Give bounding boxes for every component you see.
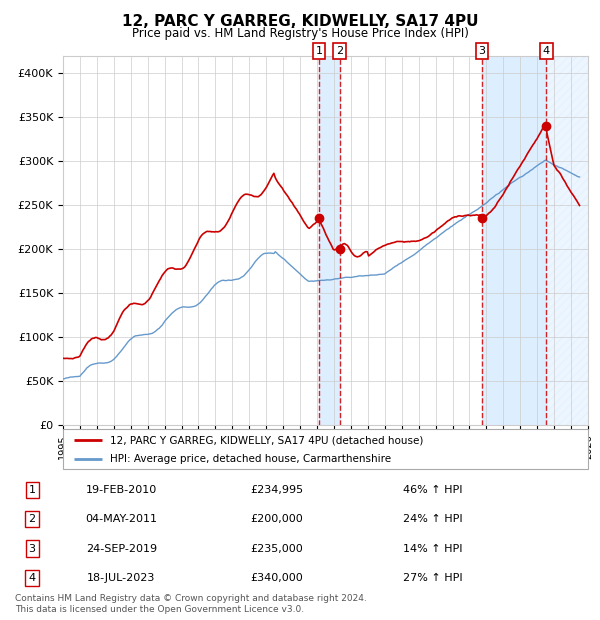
Text: 1: 1 [29, 485, 35, 495]
Text: 46% ↑ HPI: 46% ↑ HPI [403, 485, 462, 495]
Text: Contains HM Land Registry data © Crown copyright and database right 2024.: Contains HM Land Registry data © Crown c… [15, 593, 367, 603]
Text: HPI: Average price, detached house, Carmarthenshire: HPI: Average price, detached house, Carm… [110, 454, 391, 464]
Text: 12, PARC Y GARREG, KIDWELLY, SA17 4PU: 12, PARC Y GARREG, KIDWELLY, SA17 4PU [122, 14, 478, 29]
Text: £235,000: £235,000 [251, 544, 304, 554]
Text: 12, PARC Y GARREG, KIDWELLY, SA17 4PU (detached house): 12, PARC Y GARREG, KIDWELLY, SA17 4PU (d… [110, 435, 424, 445]
Text: This data is licensed under the Open Government Licence v3.0.: This data is licensed under the Open Gov… [15, 604, 304, 614]
Bar [319, 56, 340, 425]
Text: £340,000: £340,000 [251, 573, 304, 583]
Text: 2: 2 [29, 514, 36, 524]
Text: 24-SEP-2019: 24-SEP-2019 [86, 544, 157, 554]
Bar [547, 56, 588, 425]
Text: 3: 3 [29, 544, 35, 554]
Text: 18-JUL-2023: 18-JUL-2023 [87, 573, 155, 583]
Text: 27% ↑ HPI: 27% ↑ HPI [403, 573, 462, 583]
Text: 04-MAY-2011: 04-MAY-2011 [85, 514, 157, 524]
Bar [482, 56, 547, 425]
Text: 2: 2 [336, 46, 343, 56]
Text: Price paid vs. HM Land Registry's House Price Index (HPI): Price paid vs. HM Land Registry's House … [131, 27, 469, 40]
Text: 4: 4 [543, 46, 550, 56]
Text: 14% ↑ HPI: 14% ↑ HPI [403, 544, 462, 554]
Text: £234,995: £234,995 [250, 485, 304, 495]
Text: 4: 4 [29, 573, 36, 583]
Text: 24% ↑ HPI: 24% ↑ HPI [403, 514, 462, 524]
Text: 19-FEB-2010: 19-FEB-2010 [86, 485, 157, 495]
Text: 3: 3 [478, 46, 485, 56]
Text: 1: 1 [316, 46, 323, 56]
Text: £200,000: £200,000 [251, 514, 304, 524]
